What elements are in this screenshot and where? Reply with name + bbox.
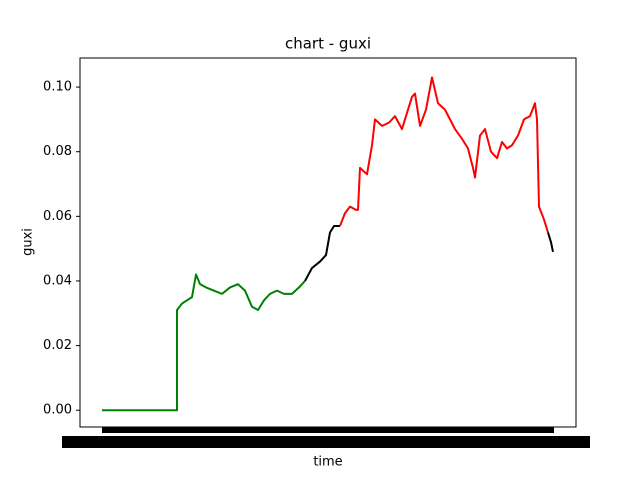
x-tick-label-blob: [62, 436, 590, 448]
y-tick-label: 0.02: [43, 338, 72, 353]
y-axis-label: guxi: [21, 228, 36, 256]
y-tick-label: 0.08: [43, 144, 72, 159]
chart-title: chart - guxi: [285, 35, 371, 53]
line-series: [339, 76, 549, 233]
y-tick-label: 0.10: [43, 80, 72, 95]
x-axis-label: time: [313, 455, 342, 470]
x-tick-mark-blob: [102, 427, 554, 433]
y-tick-label: 0.00: [43, 403, 72, 418]
line-series: [304, 225, 340, 282]
y-tick-label: 0.04: [43, 273, 72, 288]
y-tick-label: 0.06: [43, 209, 72, 224]
line-series: [102, 273, 306, 412]
plot-frame: [79, 57, 577, 428]
line-series: [547, 232, 554, 253]
